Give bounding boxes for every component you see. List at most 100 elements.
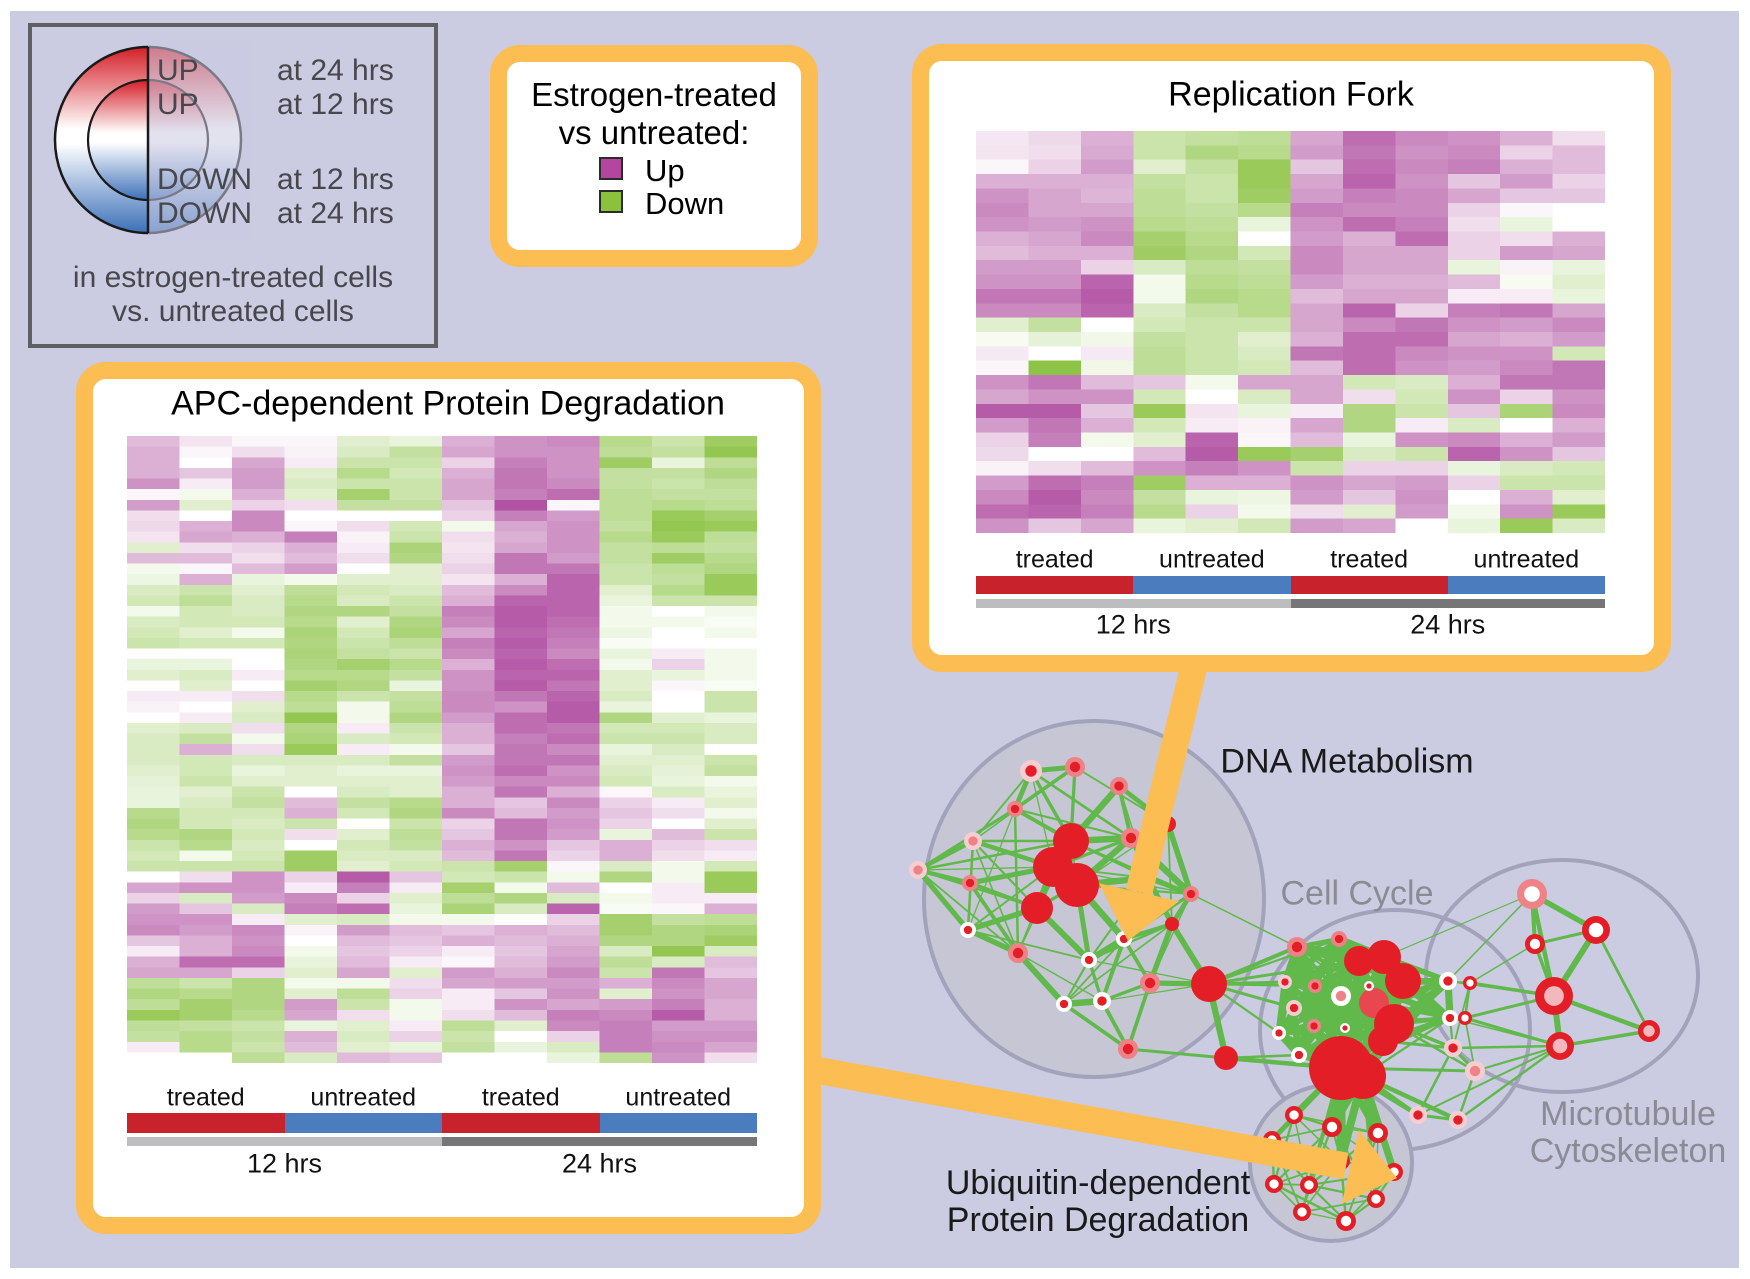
heatmap-cell — [1290, 461, 1344, 477]
heatmap-cell — [494, 584, 548, 596]
heatmap-cell — [442, 892, 495, 905]
heatmap-cell — [1395, 217, 1449, 232]
heatmap-cell — [1290, 231, 1344, 247]
heatmap-cell — [1133, 174, 1187, 189]
heatmap-cell — [1238, 145, 1291, 161]
heatmap-cell — [1080, 188, 1134, 204]
heatmap-cell — [704, 754, 757, 766]
heatmap-cell — [547, 946, 600, 958]
network-node-core-c7 — [1275, 1029, 1283, 1037]
heatmap-cell — [599, 892, 653, 905]
heatmap-apc-group-label-3: untreated — [625, 1083, 732, 1112]
heatmap-cell — [1500, 375, 1554, 390]
heatmap-cell — [442, 521, 495, 533]
heatmap-cell — [127, 977, 180, 990]
heatmap-cell — [127, 691, 180, 703]
heatmap-cell — [389, 818, 443, 830]
heatmap-cell — [389, 829, 443, 841]
network-node-core-c9 — [1294, 1050, 1304, 1060]
heatmap-cell — [1080, 389, 1134, 405]
heatmap-cell — [1133, 360, 1187, 376]
heatmap-cell — [652, 1052, 705, 1063]
heatmap-cell — [179, 935, 233, 947]
heatmap-cell — [337, 988, 390, 1000]
cluster-label-cc-line1: Cell Cycle — [1280, 874, 1434, 913]
heatmap-cell — [652, 786, 705, 798]
heatmap-cell — [337, 765, 390, 777]
heatmap-cell — [494, 510, 548, 522]
heatmap-cell — [1238, 231, 1291, 247]
heatmap-cell — [1342, 188, 1396, 204]
heatmap-cell — [1395, 518, 1449, 533]
heatmap-cell — [284, 988, 338, 1000]
heatmap-cell — [1447, 131, 1501, 146]
heatmap-cell — [1290, 317, 1344, 333]
heatmap-cell — [179, 436, 233, 448]
updown-rings-glyph — [53, 40, 250, 240]
network-edge — [916, 868, 970, 932]
heatmap-cell — [652, 967, 705, 979]
heatmap-cell — [337, 659, 390, 671]
heatmap-cell — [599, 457, 653, 469]
network-node-core-u2 — [1326, 1121, 1338, 1133]
heatmap-cell — [494, 839, 548, 851]
heatmap-cell — [179, 722, 233, 735]
heatmap-cell — [494, 1052, 548, 1063]
heatmap-cell — [599, 903, 653, 915]
network-node-core-u4 — [1372, 1127, 1384, 1139]
arrow-to-dna-shaft — [1125, 654, 1210, 896]
heatmap-cell — [127, 584, 180, 596]
heatmap-cell — [232, 850, 285, 862]
heatmap-cell — [652, 882, 705, 894]
heatmap-cell — [494, 733, 548, 745]
heatmap-cell — [494, 882, 548, 894]
heatmap-cell — [1080, 346, 1134, 362]
heatmap-cell — [652, 637, 705, 650]
heatmap-cell — [547, 818, 600, 830]
heatmap-cell — [127, 436, 180, 448]
heatmap-cell — [652, 489, 705, 501]
network-node-core-c5 — [1289, 1003, 1299, 1013]
heatmap-cell — [1395, 174, 1449, 189]
heatmap-cell — [547, 924, 600, 936]
heatmap-cell — [337, 807, 390, 820]
heatmap-cell — [599, 595, 653, 607]
heatmap-cell — [599, 574, 653, 586]
heatmap-cell — [1080, 260, 1134, 276]
heatmap-cell — [1552, 217, 1605, 232]
heatmap-cell — [976, 174, 1029, 189]
heatmap-cell — [179, 882, 233, 894]
heatmap-cell — [494, 818, 548, 830]
heatmap-cell — [179, 999, 233, 1011]
heatmap-cell — [179, 744, 233, 756]
heatmap-cell — [284, 467, 338, 480]
heatmap-cell — [547, 956, 600, 968]
heatmap-cell — [284, 457, 338, 469]
heatmap-cell — [652, 1041, 705, 1053]
heatmap-cell — [652, 1009, 705, 1021]
heatmap-cell — [337, 967, 390, 979]
heatmap-cell — [704, 722, 757, 735]
heatmap-cell — [1080, 274, 1134, 290]
heatmap-cell — [1185, 159, 1239, 175]
heatmap-cell — [179, 839, 233, 851]
network-node-core-c8 — [1310, 1022, 1318, 1030]
heatmap-cell — [127, 457, 180, 469]
heatmap-cell — [232, 967, 285, 979]
heatmap-cell — [1028, 303, 1082, 319]
heatmap-cell — [1342, 202, 1396, 218]
heatmap-cell — [547, 765, 600, 777]
heatmap-cell — [442, 924, 495, 936]
heatmap-cell — [442, 1041, 495, 1053]
heatmap-cell — [1238, 317, 1291, 333]
heatmap-cell — [337, 722, 390, 735]
heatmap-cell — [179, 786, 233, 798]
heatmap-cell — [179, 637, 233, 650]
heatmap-cell — [337, 531, 390, 543]
heatmap-cell — [976, 217, 1029, 232]
heatmap-cell — [1080, 145, 1134, 161]
heatmap-cell — [442, 648, 495, 660]
heatmap-cell — [547, 574, 600, 586]
heatmap-cell — [1552, 260, 1605, 276]
heatmap-cell — [232, 648, 285, 660]
